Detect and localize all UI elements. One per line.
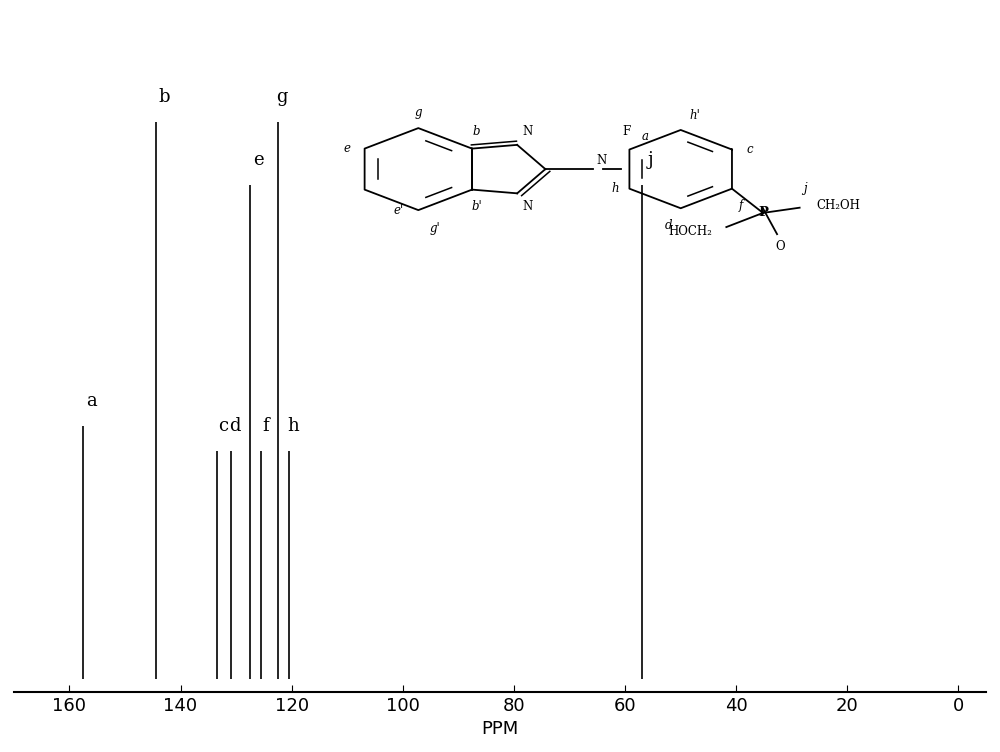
Text: e: e [253, 151, 264, 169]
X-axis label: PPM: PPM [481, 720, 519, 738]
Text: h: h [287, 417, 299, 435]
Text: f: f [262, 417, 269, 435]
Text: d: d [229, 417, 241, 435]
Text: c: c [218, 417, 228, 435]
Text: b: b [158, 88, 170, 106]
Text: g: g [276, 88, 288, 106]
Text: a: a [86, 392, 97, 410]
Text: j: j [647, 151, 653, 169]
